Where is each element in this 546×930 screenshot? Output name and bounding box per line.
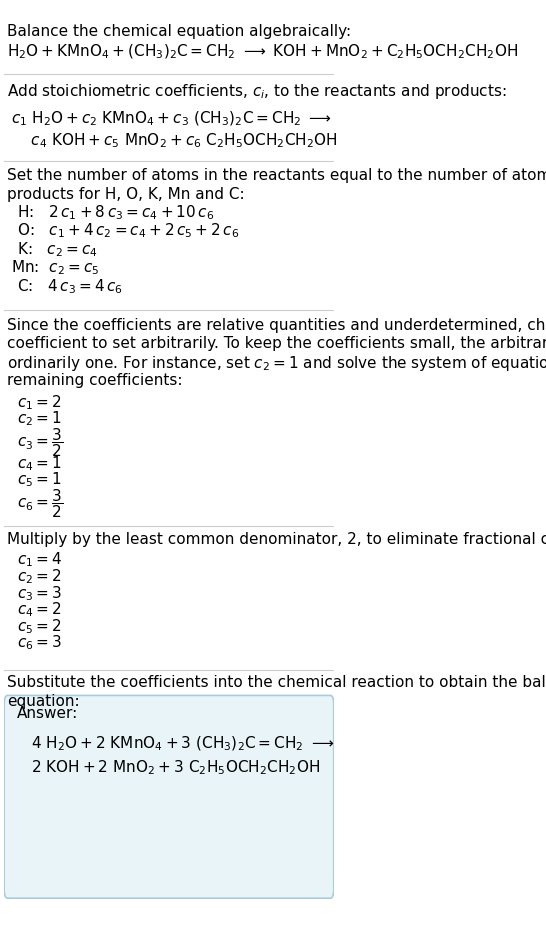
Text: Add stoichiometric coefficients, $c_i$, to the reactants and products:: Add stoichiometric coefficients, $c_i$, … <box>8 82 507 100</box>
FancyBboxPatch shape <box>4 696 334 898</box>
Text: Since the coefficients are relative quantities and underdetermined, choose a: Since the coefficients are relative quan… <box>8 317 546 333</box>
Text: $\ \ \ \ c_4\ \mathregular{KOH} + c_5\ \mathregular{MnO_2} + c_6\ \mathregular{C: $\ \ \ \ c_4\ \mathregular{KOH} + c_5\ \… <box>11 131 337 150</box>
Text: products for H, O, K, Mn and C:: products for H, O, K, Mn and C: <box>8 187 245 202</box>
Text: ordinarily one. For instance, set $c_2 = 1$ and solve the system of equations fo: ordinarily one. For instance, set $c_2 =… <box>8 354 546 374</box>
Text: Balance the chemical equation algebraically:: Balance the chemical equation algebraica… <box>8 24 352 39</box>
Text: $\mathregular{2\ KOH + 2\ MnO_2 + 3\ C_2H_5OCH_2CH_2OH}$: $\mathregular{2\ KOH + 2\ MnO_2 + 3\ C_2… <box>31 758 319 777</box>
Text: $c_4 = 1$: $c_4 = 1$ <box>17 454 62 472</box>
Text: $\mathregular{H_2O + KMnO_4 + (CH_3)_2C{=}CH_2 \ \longrightarrow \ KOH + MnO_2 +: $\mathregular{H_2O + KMnO_4 + (CH_3)_2C{… <box>8 43 519 61</box>
Text: Mn: $\ c_2 = c_5$: Mn: $\ c_2 = c_5$ <box>11 259 99 277</box>
Text: $c_5 = 1$: $c_5 = 1$ <box>17 471 62 489</box>
Text: equation:: equation: <box>8 694 80 709</box>
Text: coefficient to set arbitrarily. To keep the coefficients small, the arbitrary va: coefficient to set arbitrarily. To keep … <box>8 336 546 351</box>
Text: Multiply by the least common denominator, 2, to eliminate fractional coefficient: Multiply by the least common denominator… <box>8 532 546 547</box>
Text: C: $\ \ 4\,c_3 = 4\,c_6$: C: $\ \ 4\,c_3 = 4\,c_6$ <box>17 277 123 296</box>
Text: K: $\ \ c_2 = c_4$: K: $\ \ c_2 = c_4$ <box>17 240 98 259</box>
Text: $c_4 = 2$: $c_4 = 2$ <box>17 601 62 619</box>
Text: $c_6 = 3$: $c_6 = 3$ <box>17 633 62 652</box>
Text: $c_1 = 2$: $c_1 = 2$ <box>17 393 62 412</box>
Text: $c_3 = \dfrac{3}{2}$: $c_3 = \dfrac{3}{2}$ <box>17 426 63 459</box>
Text: $c_2 = 1$: $c_2 = 1$ <box>17 410 62 429</box>
Text: $c_1\ \mathregular{H_2O} + c_2\ \mathregular{KMnO_4} + c_3\ \mathregular{(CH_3)_: $c_1\ \mathregular{H_2O} + c_2\ \mathreg… <box>11 109 332 127</box>
Text: Substitute the coefficients into the chemical reaction to obtain the balanced: Substitute the coefficients into the che… <box>8 675 546 690</box>
Text: $\mathregular{4\ H_2O + 2\ KMnO_4 + 3\ (CH_3)_2C{=}CH_2 \ \longrightarrow}$: $\mathregular{4\ H_2O + 2\ KMnO_4 + 3\ (… <box>31 734 334 752</box>
Text: O: $\ \ c_1 + 4\,c_2 = c_4 + 2\,c_5 + 2\,c_6$: O: $\ \ c_1 + 4\,c_2 = c_4 + 2\,c_5 + 2\… <box>17 221 240 240</box>
Text: H: $\ \ 2\,c_1 + 8\,c_3 = c_4 + 10\,c_6$: H: $\ \ 2\,c_1 + 8\,c_3 = c_4 + 10\,c_6$ <box>17 204 215 222</box>
Text: $c_1 = 4$: $c_1 = 4$ <box>17 551 62 569</box>
Text: Answer:: Answer: <box>17 707 79 722</box>
Text: $c_2 = 2$: $c_2 = 2$ <box>17 567 62 586</box>
Text: $c_5 = 2$: $c_5 = 2$ <box>17 618 62 636</box>
Text: $c_3 = 3$: $c_3 = 3$ <box>17 584 62 603</box>
Text: $c_6 = \dfrac{3}{2}$: $c_6 = \dfrac{3}{2}$ <box>17 487 63 520</box>
Text: remaining coefficients:: remaining coefficients: <box>8 373 183 388</box>
Text: Set the number of atoms in the reactants equal to the number of atoms in the: Set the number of atoms in the reactants… <box>8 168 546 183</box>
